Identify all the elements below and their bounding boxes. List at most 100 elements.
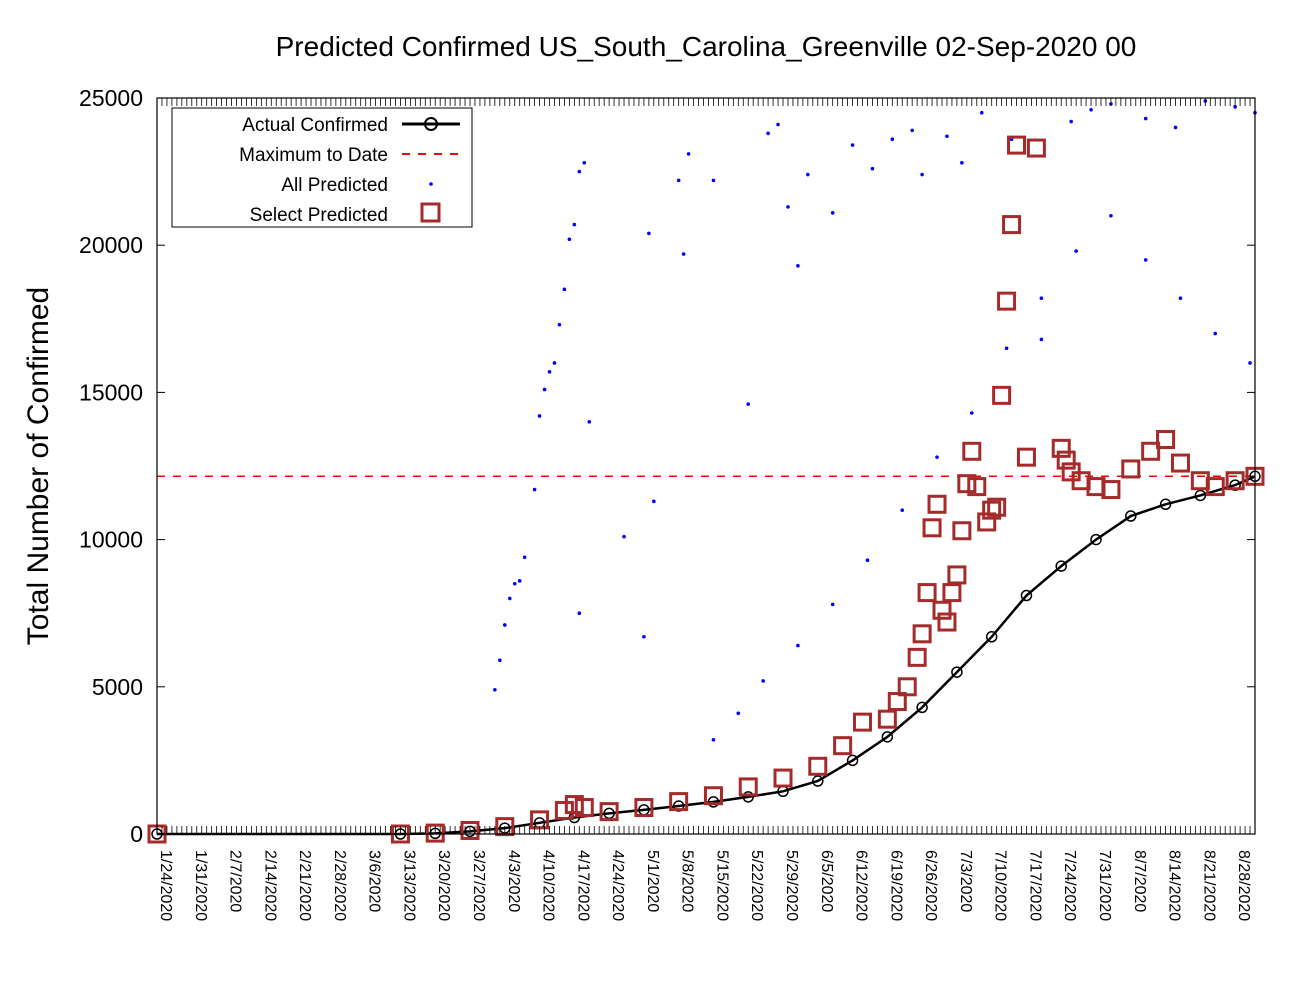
x-tick-label: 6/26/2020 [922,850,939,921]
predicted-point [960,160,964,165]
predicted-point [1109,213,1113,218]
legend-max-label: Maximum to Date [239,145,388,166]
select-predicted-point [425,823,445,843]
predicted-point [890,137,895,142]
select-predicted-point [599,802,619,822]
select-predicted-point [1051,438,1071,458]
legend-actual-label: Actual Confirmed [242,115,388,136]
x-tick-label: 3/27/2020 [470,850,487,921]
predicted-point [920,172,924,177]
actual-point [1194,489,1207,502]
predicted-point [647,231,651,236]
x-tick-label: 1/31/2020 [192,850,209,921]
actual-point [1125,510,1137,522]
actual-point [1020,589,1033,602]
predicted-point [746,402,751,406]
predicted-point [761,679,765,683]
legend-select-marker [420,202,441,223]
select-predicted-point [1007,135,1027,155]
predicted-point [642,634,646,639]
x-tick-label: 7/3/2020 [957,850,974,912]
x-tick-label: 3/20/2020 [435,850,452,921]
actual-point [1055,560,1067,572]
select-predicted-point [703,786,723,806]
select-predicted-point [564,795,584,815]
select-predicted-point [554,800,574,820]
select-predicted-point [907,647,927,667]
predicted-point [736,711,741,716]
predicted-point [1248,361,1252,365]
predicted-point [562,287,567,292]
predicted-point [865,558,870,563]
x-tick-label: 2/21/2020 [296,850,313,921]
predicted-point [572,222,577,227]
select-predicted-point [932,600,952,620]
predicted-point [1233,105,1237,109]
y-tick-label: 0 [130,821,143,847]
x-tick-label: 4/10/2020 [540,850,557,921]
select-predicted-point [634,798,654,818]
x-tick-label: 4/24/2020 [609,850,626,921]
predicted-point [830,602,835,607]
predicted-point [870,166,875,171]
predicted-point [796,264,800,268]
x-tick-label: 7/17/2020 [1026,850,1043,921]
y-tick-label: 25000 [79,85,143,111]
x-tick-label: 8/21/2020 [1200,850,1217,921]
legend-select-label: Select Predicted [250,205,388,226]
actual-confirmed-layer [151,470,1261,840]
predicted-point [493,687,497,692]
select-predicted-point [937,612,957,632]
select-predicted-point [1101,480,1121,500]
select-predicted-point [574,798,594,818]
select-predicted-point [669,792,689,812]
chart-title: Predicted Confirmed US_South_Carolina_Gr… [276,31,1137,62]
predicted-point [507,596,512,601]
actual-point [742,791,754,803]
x-tick-label: 4/17/2020 [574,850,591,921]
x-axis-ticks: 1/24/2020 1/31/2020 2/7/2020 2/14/2020 2/21/… [156,98,1256,921]
select-predicted-point [1141,441,1161,461]
predicted-point [1178,296,1183,300]
predicted-point [1089,107,1093,112]
select-predicted-point [897,677,917,697]
actual-point [707,796,720,808]
x-tick-label: 5/8/2020 [679,850,696,912]
predicted-point [577,169,582,174]
predicted-point [711,178,716,183]
predicted-point [830,211,835,215]
predicted-point [910,128,914,133]
predicted-point [786,205,790,209]
plot-frame [156,97,1256,835]
select-predicted-point [992,385,1012,405]
predicted-point [522,555,527,560]
y-axis-ticks: 0 5000 10000 15000 20000 25000 [79,85,1255,847]
x-tick-label: 6/19/2020 [887,850,904,921]
predicted-point [552,361,557,365]
select-predicted-point [977,512,997,532]
actual-point [1159,498,1172,511]
x-tick-label: 8/7/2020 [1131,850,1148,912]
select-predicted-point [460,820,480,840]
x-tick-label: 7/10/2020 [992,850,1009,921]
select-predicted-point [942,583,962,603]
predicted-point [567,237,572,242]
y-tick-label: 20000 [79,232,143,258]
select-predicted-layer [147,135,1265,844]
select-predicted-point [1026,138,1046,158]
actual-confirmed-line [157,475,1256,836]
predicted-point [512,581,517,586]
predicted-point [676,178,681,183]
y-axis-label: Total Number of Confirmed [22,287,55,645]
select-predicted-point [922,518,942,538]
all-predicted-layer [493,99,1257,742]
x-tick-label: 3/6/2020 [366,850,383,912]
select-predicted-point [495,817,515,837]
predicted-point [1143,258,1148,262]
predicted-point [776,122,780,127]
select-predicted-point [927,494,947,514]
x-tick-label: 6/12/2020 [853,850,870,921]
predicted-point [498,658,502,663]
predicted-point [1173,125,1178,130]
predicted-point [1004,346,1009,351]
